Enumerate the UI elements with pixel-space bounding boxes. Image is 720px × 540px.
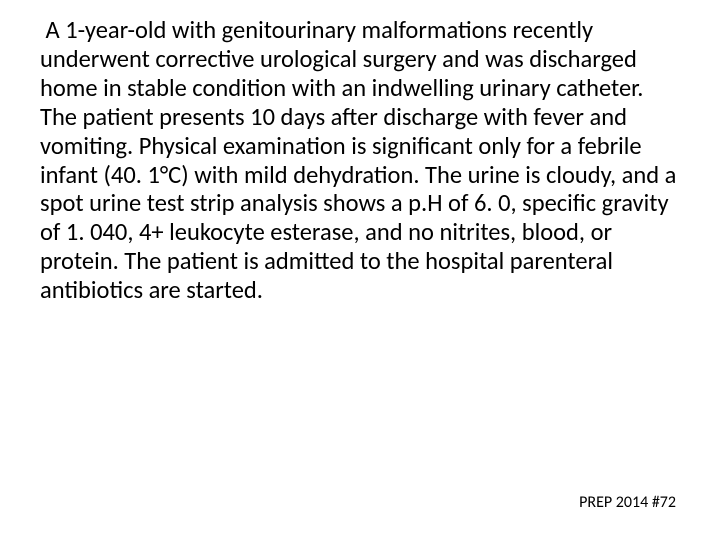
footer-text: PREP 2014 #72 bbox=[579, 493, 676, 512]
body-text: A 1-year-old with genitourinary malforma… bbox=[40, 16, 680, 305]
slide-container: A 1-year-old with genitourinary malforma… bbox=[0, 0, 720, 540]
